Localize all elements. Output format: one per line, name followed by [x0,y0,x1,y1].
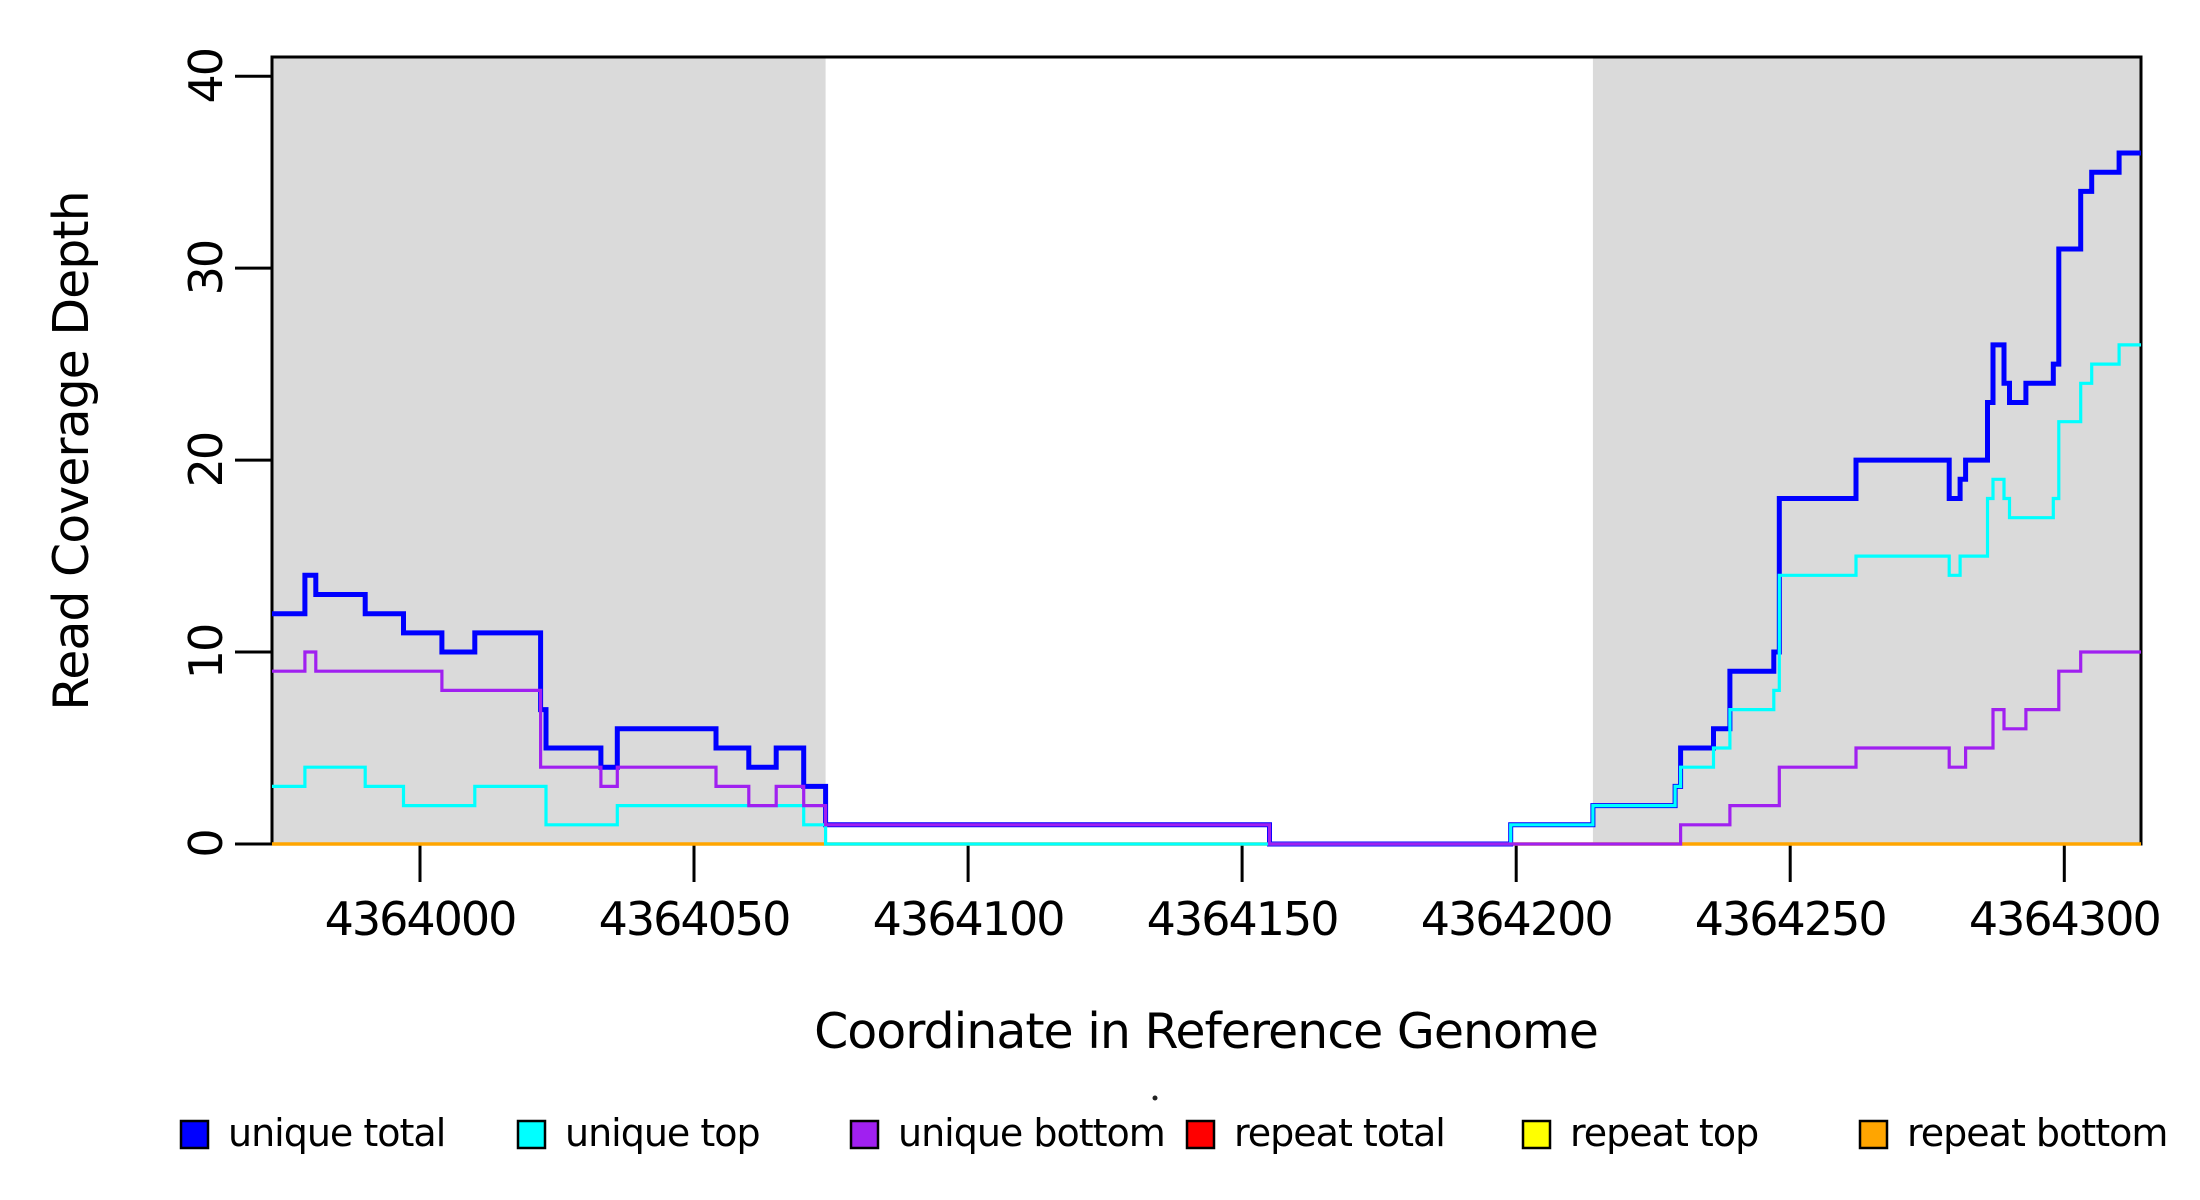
legend-label-repeat-top: repeat top [1570,1111,1758,1155]
y-tick-label: 10 [179,625,233,680]
legend-label-repeat-total: repeat total [1234,1111,1445,1155]
x-tick-label: 4364050 [599,892,790,946]
legend-label-unique-bottom: unique bottom [898,1111,1165,1155]
legend-swatch-unique-bottom [849,1119,880,1150]
y-tick-label: 40 [179,49,233,104]
legend-swatch-repeat-top [1521,1119,1552,1150]
legend-item-repeat-top: repeat top [1521,1111,1759,1155]
legend-label-repeat-bottom: repeat bottom [1907,1111,2167,1155]
legend-label-unique-total: unique total [228,1111,445,1155]
shaded-regions-layer [272,57,2141,844]
legend: unique total unique top unique bottom re… [179,1111,2168,1155]
legend-swatch-unique-total [179,1119,210,1150]
legend-item-unique-total: unique total [179,1111,446,1155]
x-tick-label: 4364000 [325,892,516,946]
x-tick-label: 4364300 [1969,892,2160,946]
axes-layer: 4364000 4364050 4364100 4364150 4364200 43642… [179,49,2162,946]
y-tick-label: 20 [179,433,233,488]
legend-item-unique-top: unique top [516,1111,761,1155]
y-tick-label: 0 [179,830,233,857]
x-tick-label: 4364100 [873,892,1064,946]
legend-label-unique-top: unique top [565,1111,760,1155]
shaded-region-2 [1592,57,2141,844]
shaded-region-1 [272,57,826,844]
x-tick-label: 4364200 [1421,892,1612,946]
x-tick-label: 4364250 [1695,892,1886,946]
x-tick-label: 4364150 [1147,892,1338,946]
series-line-unique-top [272,343,2141,846]
legend-swatch-repeat-total [1185,1119,1216,1150]
series-layer [272,150,2141,847]
legend-item-repeat-total: repeat total [1185,1111,1446,1155]
y-tick-label: 30 [179,241,233,296]
legend-item-unique-bottom: unique bottom [849,1111,1166,1155]
x-axis-title: Coordinate in Reference Genome [814,1003,1598,1060]
legend-item-repeat-bottom: repeat bottom [1858,1111,2168,1155]
series-line-unique-bottom [272,650,2141,846]
stray-dot [1152,1095,1158,1101]
legend-swatch-unique-top [516,1119,547,1150]
legend-swatch-repeat-bottom [1858,1119,1889,1150]
y-axis-title: Read Coverage Depth [43,191,100,710]
